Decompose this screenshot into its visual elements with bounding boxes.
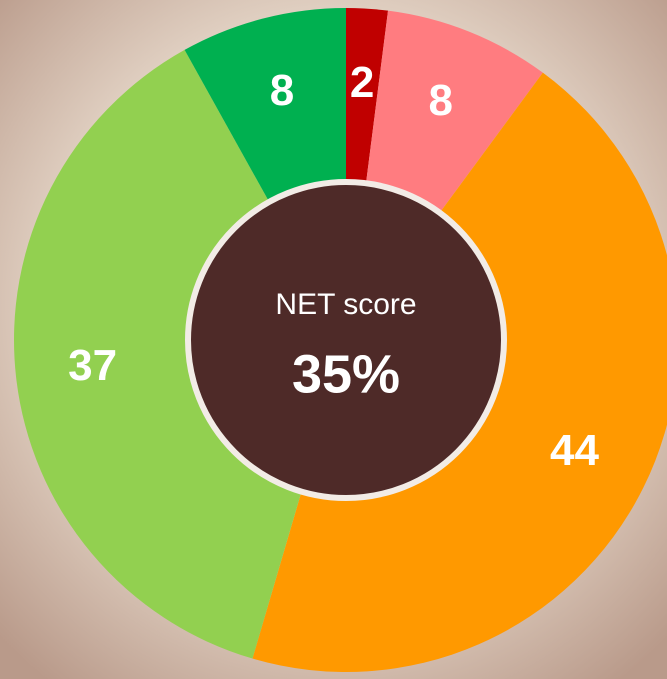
page: {"chart_data": {"type": "donut", "values…	[0, 0, 667, 679]
slice-label: 44	[550, 426, 599, 475]
chart: NET score 35% 2 8 44 37 8	[0, 0, 667, 679]
slice-label: 2	[350, 58, 374, 107]
center-circle	[188, 182, 504, 498]
slice-label: 37	[68, 341, 117, 390]
slice-label: 8	[429, 76, 453, 125]
center-title: NET score	[275, 288, 416, 321]
slice-label: 8	[270, 66, 294, 115]
center-value: 35%	[292, 344, 400, 404]
